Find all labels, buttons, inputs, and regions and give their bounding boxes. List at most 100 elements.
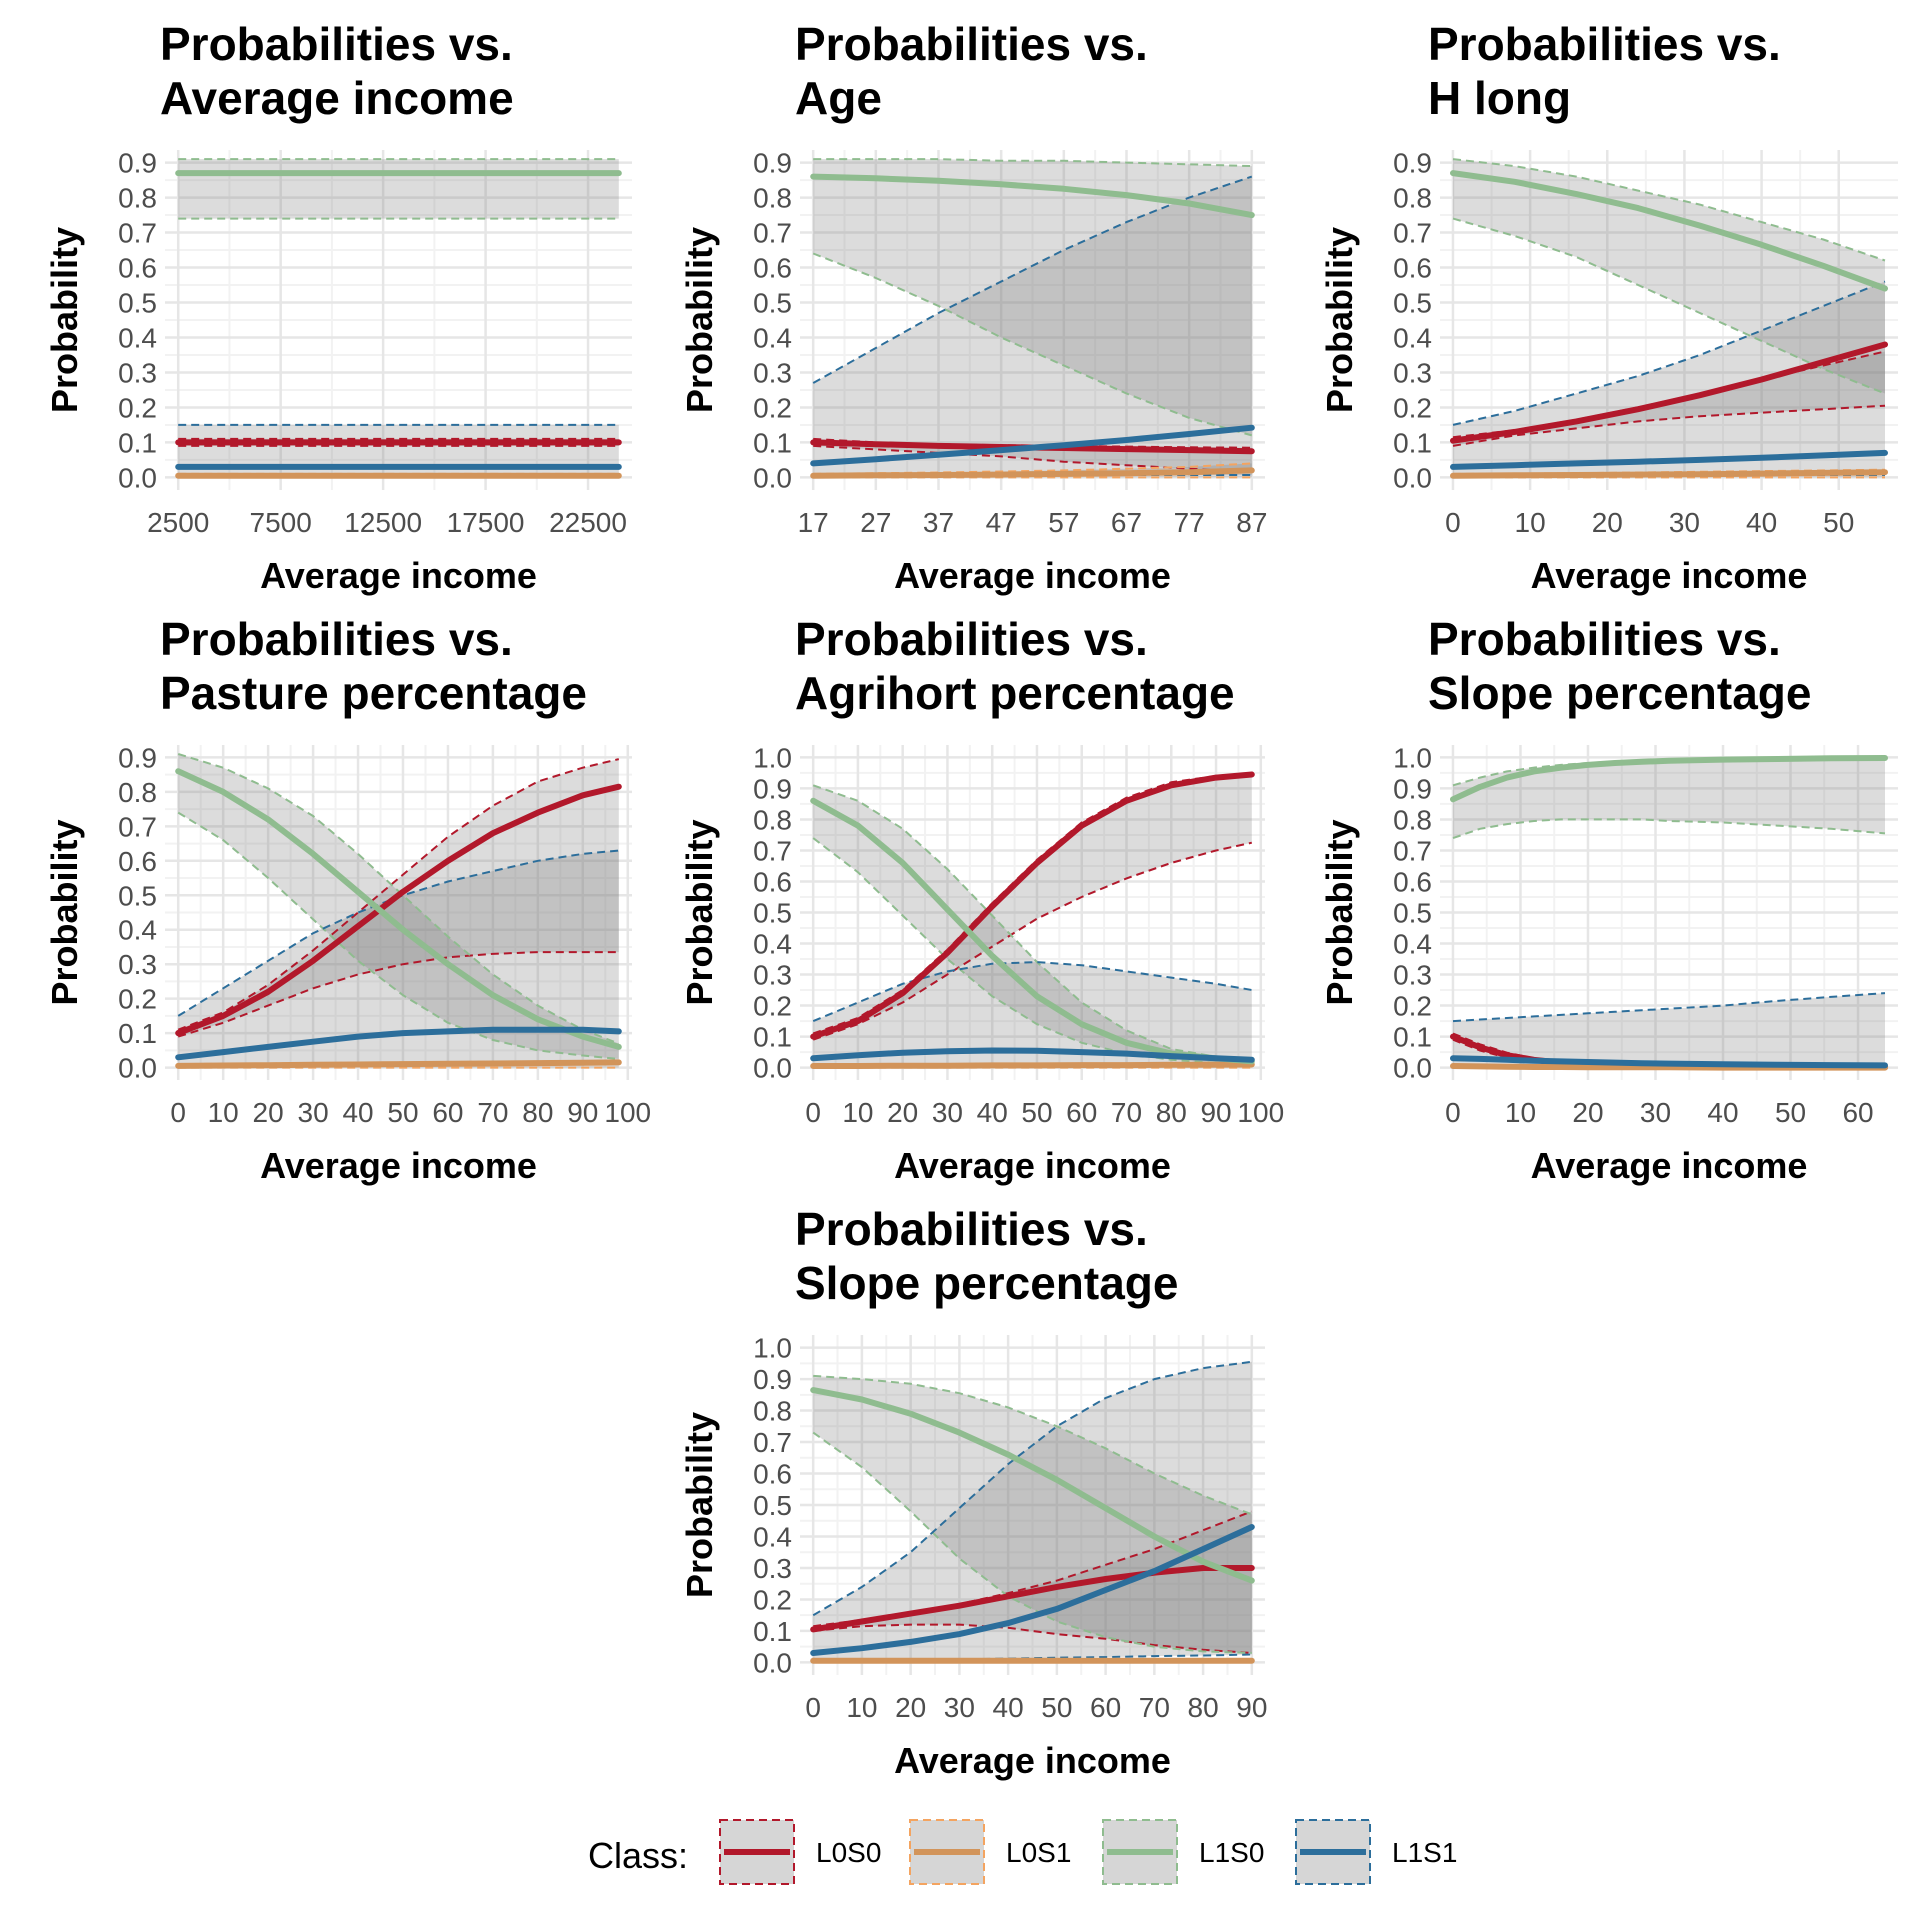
- x-tick-label: 40: [342, 1097, 373, 1128]
- ribbon-upper-L1S1: [1452, 280, 1886, 426]
- y-tick-label: 0.0: [753, 1053, 792, 1084]
- x-tick-label: 10: [842, 1097, 873, 1128]
- series-line-L0S1: [1450, 469, 1888, 479]
- confidence-ribbons: [178, 158, 619, 479]
- legend-label: L1S1: [1392, 1837, 1457, 1868]
- y-tick-label: 0.5: [118, 288, 157, 319]
- y-tick-label: 1.0: [1393, 742, 1432, 773]
- x-tick-label: 10: [1505, 1097, 1536, 1128]
- x-tick-labels: 0 10 20 30 40 50 60 70 80 90 100: [170, 1097, 651, 1128]
- x-tick-labels: 0 10 20 30 40 50 60 70 80 90 100: [805, 1097, 1284, 1128]
- ribbon-upper-L1S1: [1452, 992, 1886, 1023]
- panel-title-line: Probabilities vs.: [1428, 18, 1781, 70]
- series-line-L1S1: [810, 1047, 1255, 1063]
- ribbon-L1S0: [1453, 159, 1885, 394]
- y-tick-label: 0.1: [118, 427, 157, 458]
- panel-title-line: Agrihort percentage: [795, 667, 1235, 719]
- y-tick-label: 0.8: [118, 183, 157, 214]
- series-line-L0S0: [175, 783, 622, 1037]
- y-tick-label: 0.8: [118, 777, 157, 808]
- ribbon-upper-L1S0: [177, 753, 620, 1045]
- y-axis-label: Probability: [679, 227, 720, 413]
- gridlines: [800, 1335, 1265, 1675]
- series-lines: [1450, 170, 1888, 479]
- legend-item-L1S1: L1S1: [1295, 1819, 1457, 1885]
- y-tick-label: 0.4: [753, 1521, 792, 1552]
- ribbon-L1S0: [813, 159, 1252, 436]
- y-tick-label: 0.3: [118, 357, 157, 388]
- y-tick-labels: 0.00.10.20.30.40.50.60.70.80.9: [118, 742, 157, 1083]
- x-tick-label: 40: [977, 1097, 1008, 1128]
- confidence-ribbons: [1452, 158, 1886, 479]
- y-tick-label: 0.9: [118, 742, 157, 773]
- series-line-L0S1: [175, 1059, 622, 1069]
- y-tick-label: 0.4: [1393, 322, 1432, 353]
- y-tick-label: 0.9: [1393, 773, 1432, 804]
- y-axis-label: Probability: [44, 227, 85, 413]
- y-tick-label: 0.2: [1393, 392, 1432, 423]
- legend-title: Class:: [588, 1835, 688, 1876]
- y-tick-label: 0.1: [753, 1616, 792, 1647]
- panel-title-line: Probabilities vs.: [1428, 613, 1781, 665]
- confidence-ribbons: [812, 158, 1253, 479]
- legend-item-L0S0: L0S0: [719, 1819, 881, 1885]
- x-tick-labels: 0 10 20 30 40 50 60 70 80 90: [805, 1692, 1267, 1723]
- x-tick-label: 80: [522, 1097, 553, 1128]
- ribbon-upper-L0S1: [813, 462, 1252, 475]
- y-tick-label: 0.6: [1393, 866, 1432, 897]
- legend-keys: L0S0 L0S1 L1S0 L1S1: [719, 1819, 1457, 1885]
- x-tick-label: 22500: [549, 507, 627, 538]
- panel-title-line: Probabilities vs.: [160, 613, 513, 665]
- x-tick-label: 50: [1823, 507, 1854, 538]
- x-tick-label: 40: [993, 1692, 1024, 1723]
- y-tick-label: 0.0: [118, 1053, 157, 1084]
- ribbon-upper-L1S0: [813, 158, 1252, 168]
- panel-title-line: Probabilities vs.: [160, 18, 513, 70]
- panel-title-line: Probabilities vs.: [795, 1203, 1148, 1255]
- series-lines: [810, 771, 1255, 1069]
- ribbon-lower-L1S0: [177, 811, 619, 1060]
- x-axis-label: Average income: [1531, 1145, 1808, 1186]
- panel-2: Probabilities vs. Age0.00.10.20.30.40.50.…: [679, 18, 1267, 596]
- y-tick-label: 0.2: [118, 392, 157, 423]
- y-tick-label: 0.4: [118, 322, 157, 353]
- ribbon-upper-L0S0: [177, 758, 620, 1031]
- ribbon-L1S1: [1453, 993, 1885, 1068]
- y-tick-label: 0.0: [1393, 1053, 1432, 1084]
- y-tick-labels: 0.00.10.20.30.40.50.60.70.80.91.0: [1393, 742, 1432, 1083]
- y-tick-label: 0.2: [753, 991, 792, 1022]
- series-lines: [810, 1387, 1255, 1664]
- series-line-L0S0: [810, 771, 1255, 1040]
- x-tick-label: 27: [860, 507, 891, 538]
- panel-title: Probabilities vs. Agrihort percentage: [795, 613, 1235, 719]
- y-tick-labels: 0.00.10.20.30.40.50.60.70.80.9: [118, 148, 157, 494]
- x-tick-label: 20: [887, 1097, 918, 1128]
- panels: Probabilities vs. Average income0.00.10.2…: [44, 18, 1898, 1781]
- y-tick-label: 0.2: [753, 392, 792, 423]
- y-tick-label: 0.7: [118, 218, 157, 249]
- series-line-L1S1: [1450, 1055, 1888, 1069]
- y-tick-label: 0.0: [753, 1647, 792, 1678]
- series-lines: [175, 170, 622, 479]
- ribbon-upper-L0S0: [813, 1510, 1253, 1628]
- x-tick-label: 10: [208, 1097, 239, 1128]
- y-tick-label: 0.4: [118, 915, 157, 946]
- confidence-ribbons: [812, 1360, 1253, 1664]
- y-tick-label: 0.9: [753, 773, 792, 804]
- y-tick-label: 0.1: [753, 1022, 792, 1053]
- ribbon-L1S0: [1453, 757, 1885, 839]
- y-tick-label: 0.0: [753, 462, 792, 493]
- y-tick-label: 0.9: [118, 148, 157, 179]
- panel-title-line: Slope percentage: [795, 1257, 1178, 1309]
- legend-label: L1S0: [1199, 1837, 1264, 1868]
- y-tick-label: 0.7: [118, 811, 157, 842]
- y-tick-label: 0.1: [1393, 1022, 1432, 1053]
- legend: Class: L0S0 L0S1 L1S0 L1S1: [588, 1819, 1457, 1885]
- ribbon-lower-L0S0: [813, 1623, 1252, 1654]
- confidence-ribbons: [177, 753, 620, 1069]
- y-tick-label: 0.9: [753, 148, 792, 179]
- ribbon-L1S1: [1453, 281, 1885, 476]
- y-tick-label: 0.8: [753, 804, 792, 835]
- y-axis-label: Probability: [1319, 819, 1360, 1005]
- panel-title: Probabilities vs. Slope percentage: [1428, 613, 1811, 719]
